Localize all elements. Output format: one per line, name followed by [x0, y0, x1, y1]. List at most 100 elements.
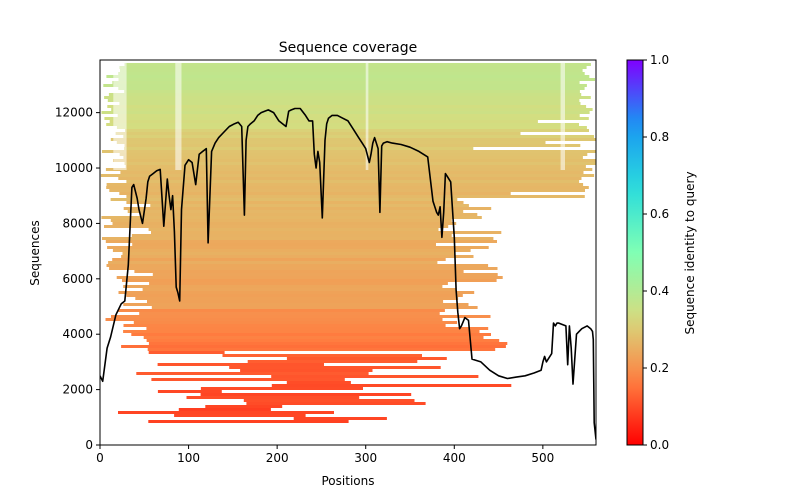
coverage-row-segment [149, 282, 448, 285]
y-tick-label: 8000 [62, 216, 93, 230]
coverage-row-segment [107, 105, 587, 108]
coverage-row-segment [103, 84, 587, 87]
coverage-row-segment [200, 387, 363, 390]
coverage-row-segment [110, 198, 458, 201]
coverage-row-segment [140, 213, 478, 216]
coverage-row-segment [186, 396, 360, 399]
coverage-row-segment [151, 378, 345, 381]
x-tick-label: 500 [531, 451, 554, 465]
coverage-row-segment [123, 156, 583, 159]
coverage-row-segment [109, 120, 538, 123]
coverage-row-segment [146, 327, 489, 330]
coverage-row-segment [109, 267, 498, 270]
coverage-gap [113, 60, 127, 170]
coverage-row-segment [132, 243, 436, 246]
y-axis-label: Sequences [28, 220, 42, 285]
coverage-row-segment [110, 219, 452, 222]
coverage-gap [560, 60, 565, 170]
coverage-row-segment [106, 123, 579, 126]
coverage-row-segment [271, 384, 512, 387]
coverage-line-group [100, 107, 596, 440]
y-tick-label: 12000 [55, 106, 93, 120]
coverage-row-segment [691, 423, 800, 426]
coverage-row-segment [105, 318, 443, 321]
coverage-row-segment [222, 354, 422, 357]
chart-title: Sequence coverage [279, 40, 418, 56]
coverage-row-segment [100, 174, 595, 177]
coverage-row-segment [118, 291, 475, 294]
coverage-row-segment [118, 309, 445, 312]
coverage-row-segment [157, 390, 222, 393]
coverage-row-segment [131, 333, 492, 336]
coverage-row-segment [126, 195, 585, 198]
coverage-row-segment [102, 237, 494, 240]
coverage-row-segment [119, 102, 581, 105]
coverage-row-segment [118, 72, 585, 75]
coverage-row-segment [111, 108, 593, 111]
x-axis-label: Positions [322, 474, 375, 488]
coverage-row-segment [139, 312, 440, 315]
colorbar: 0.0 0.2 0.4 0.6 0.8 1.0 [626, 53, 669, 452]
y-tick-label: 2000 [62, 383, 93, 397]
coverage-row-segment [108, 93, 582, 96]
coverage-row-segment [121, 255, 474, 258]
coverage-row-segment [148, 420, 349, 423]
coverage-row-segment [123, 207, 492, 210]
coverage-row-segment [286, 381, 351, 384]
coverage-row-segment [104, 225, 449, 228]
coverage-row-segment [152, 273, 498, 276]
coverage-row-segment [117, 114, 580, 117]
coverage-gap [365, 60, 369, 170]
coverage-row-segment [123, 330, 480, 333]
coverage-row-segment [151, 306, 478, 309]
coverage-row-segment [147, 300, 444, 303]
coverage-row-segment [142, 288, 457, 291]
coverage-row-segment [126, 294, 463, 297]
coverage-gap [175, 60, 182, 170]
coverage-row-segment [229, 366, 441, 369]
coverage-row-segment [111, 315, 491, 318]
coverage-row-segment [150, 204, 469, 207]
coverage-row-segment [123, 324, 446, 327]
coverage-row-segment [119, 153, 588, 156]
coverage-row-segment [148, 342, 508, 345]
coverage-row-segment [240, 369, 373, 372]
coverage-row-segment [115, 132, 521, 135]
coverage-row-segment [106, 183, 584, 186]
coverage-row-segment [151, 231, 502, 234]
coverage-line [100, 107, 596, 440]
coverage-row-segment [116, 276, 503, 279]
coverage-row-segment [126, 180, 580, 183]
coverage-row-segment [107, 99, 580, 102]
coverage-row-segment [703, 426, 800, 429]
coverage-row-segment [109, 189, 586, 192]
coverage-row-segment [121, 345, 506, 348]
coverage-row-segment [120, 171, 584, 174]
colorbar-tick-label: 0.2 [650, 361, 669, 375]
coverage-row-segment [136, 372, 369, 375]
coverage-row-segment [246, 402, 426, 405]
coverage-row-segment [691, 444, 785, 447]
coverage-row-segment [118, 87, 585, 90]
y-tick-label: 0 [85, 438, 93, 452]
coverage-row-segment [102, 150, 596, 153]
colorbar-gradient [626, 59, 644, 446]
colorbar-tick-label: 1.0 [650, 53, 669, 67]
coverage-row-segment [148, 351, 225, 354]
coverage-row-segment [650, 441, 800, 444]
coverage-row-segment [694, 438, 755, 441]
coverage-row-segment [110, 138, 596, 141]
coverage-row-segment [122, 279, 497, 282]
coverage-row-segment [105, 168, 593, 171]
coverage-row-segment [124, 162, 596, 165]
coverage-row-segment [106, 264, 489, 267]
x-axis: 0 100 200 300 400 500 [96, 445, 554, 465]
coverage-row-segment [108, 261, 438, 264]
coverage-row-segment [131, 234, 452, 237]
coverage-row-segment [118, 411, 334, 414]
x-tick-label: 300 [354, 451, 377, 465]
coverage-row-segment [125, 129, 589, 132]
coverage-row-segment [112, 249, 471, 252]
x-tick-label: 400 [443, 451, 466, 465]
